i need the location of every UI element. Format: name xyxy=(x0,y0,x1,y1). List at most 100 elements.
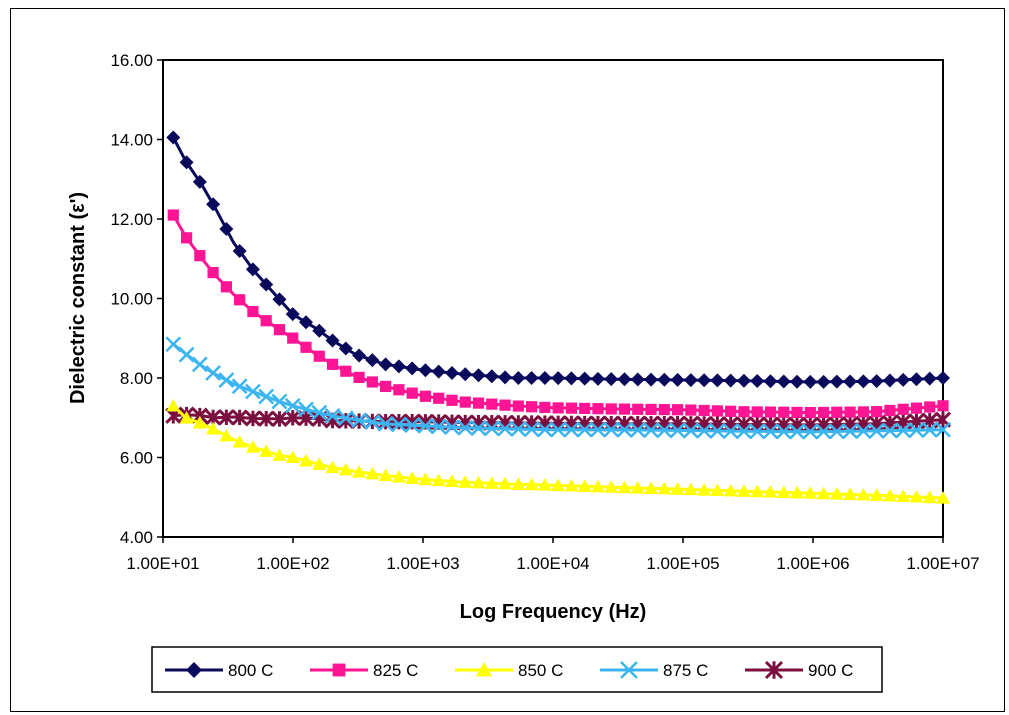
data-point xyxy=(511,371,526,385)
data-point xyxy=(711,405,723,417)
data-point xyxy=(722,423,739,439)
legend-label: 825 C xyxy=(373,661,418,680)
data-point xyxy=(896,489,911,503)
data-point xyxy=(377,413,394,430)
data-point xyxy=(259,277,274,292)
data-point xyxy=(564,371,579,386)
data-point xyxy=(617,372,632,387)
legend-marker xyxy=(620,661,638,679)
data-point xyxy=(590,479,605,493)
data-point xyxy=(551,478,566,492)
data-point xyxy=(259,444,274,457)
data-point xyxy=(205,365,221,381)
x-tick-label: 1.00E+01 xyxy=(126,554,199,573)
y-axis-title: Dielectric constant (ε') xyxy=(67,192,89,404)
x-axis-ticks: 1.00E+01 1.00E+02 1.00E+03 1.00E+04 1.00E+05… xyxy=(126,537,980,573)
data-point xyxy=(366,376,378,388)
data-point xyxy=(526,401,538,413)
data-point xyxy=(390,413,407,430)
data-point xyxy=(816,374,831,389)
data-point xyxy=(218,409,235,426)
data-point xyxy=(537,478,552,491)
legend-item: 850 C xyxy=(455,661,563,680)
y-tick-label: 8.00 xyxy=(120,369,153,388)
data-point xyxy=(391,469,406,483)
data-point xyxy=(207,266,219,279)
data-point xyxy=(551,371,566,386)
data-point xyxy=(590,421,606,438)
data-point xyxy=(750,484,765,498)
data-point xyxy=(579,402,591,415)
legend-item: 900 C xyxy=(745,660,853,680)
data-point xyxy=(524,477,539,491)
data-point xyxy=(285,450,300,464)
data-point xyxy=(325,333,340,348)
data-point xyxy=(232,244,247,259)
data-point xyxy=(231,409,248,426)
data-point xyxy=(444,474,459,488)
data-point xyxy=(590,371,605,386)
data-point xyxy=(856,487,871,501)
data-point xyxy=(630,372,645,387)
data-point xyxy=(763,374,778,389)
data-point xyxy=(657,372,672,387)
data-point xyxy=(340,365,352,377)
data-point xyxy=(685,404,697,416)
data-point xyxy=(338,341,353,356)
data-point xyxy=(218,372,235,388)
data-point xyxy=(762,423,779,440)
data-point xyxy=(776,485,791,499)
data-point xyxy=(299,453,314,467)
data-point xyxy=(378,357,393,372)
data-point xyxy=(512,400,524,412)
data-point xyxy=(618,403,631,415)
legend-item: 800 C xyxy=(165,661,273,680)
legend-label: 875 C xyxy=(663,661,708,680)
x-tick-label: 1.00E+05 xyxy=(646,554,719,573)
data-point xyxy=(431,364,446,379)
data-point xyxy=(219,222,234,237)
data-point xyxy=(632,403,644,415)
data-point xyxy=(882,422,898,439)
data-point xyxy=(459,396,471,408)
data-point xyxy=(483,420,500,437)
data-point xyxy=(523,421,540,438)
data-point xyxy=(191,356,208,373)
data-point xyxy=(364,414,381,431)
data-point xyxy=(431,473,446,487)
data-point xyxy=(285,307,300,322)
data-point xyxy=(471,368,486,383)
data-point xyxy=(670,482,685,495)
data-point xyxy=(271,393,288,410)
x-tick-label: 1.00E+06 xyxy=(776,554,849,573)
data-point xyxy=(165,336,182,353)
data-point xyxy=(630,480,645,494)
data-point xyxy=(908,422,925,439)
data-point xyxy=(539,401,551,413)
data-point xyxy=(603,421,620,438)
data-point xyxy=(377,415,394,432)
data-point xyxy=(311,404,328,421)
data-point xyxy=(206,421,221,435)
data-point xyxy=(180,232,193,244)
y-tick-label: 12.00 xyxy=(110,210,153,229)
data-point xyxy=(444,419,460,436)
data-point xyxy=(430,418,447,435)
data-point xyxy=(682,422,699,439)
data-point xyxy=(897,403,909,415)
data-point xyxy=(935,421,951,438)
data-point xyxy=(790,485,805,499)
data-point xyxy=(511,477,526,490)
data-point xyxy=(604,372,619,387)
legend-marker xyxy=(476,662,492,677)
data-point xyxy=(816,486,831,500)
data-point xyxy=(287,332,299,344)
legend-label: 850 C xyxy=(518,661,563,680)
y-tick-label: 6.00 xyxy=(120,449,153,468)
data-point xyxy=(710,373,725,388)
data-point xyxy=(856,374,871,389)
data-point xyxy=(325,460,340,474)
data-point xyxy=(418,363,433,378)
series-825-c xyxy=(167,209,949,419)
